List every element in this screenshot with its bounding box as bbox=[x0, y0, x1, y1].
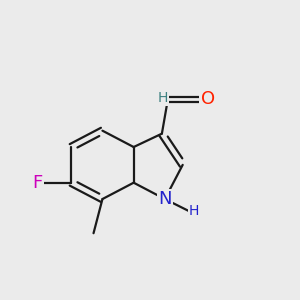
Text: H: H bbox=[157, 91, 168, 105]
Text: F: F bbox=[32, 174, 42, 192]
Text: H: H bbox=[189, 204, 199, 218]
Text: O: O bbox=[201, 91, 215, 109]
Text: N: N bbox=[158, 190, 172, 208]
